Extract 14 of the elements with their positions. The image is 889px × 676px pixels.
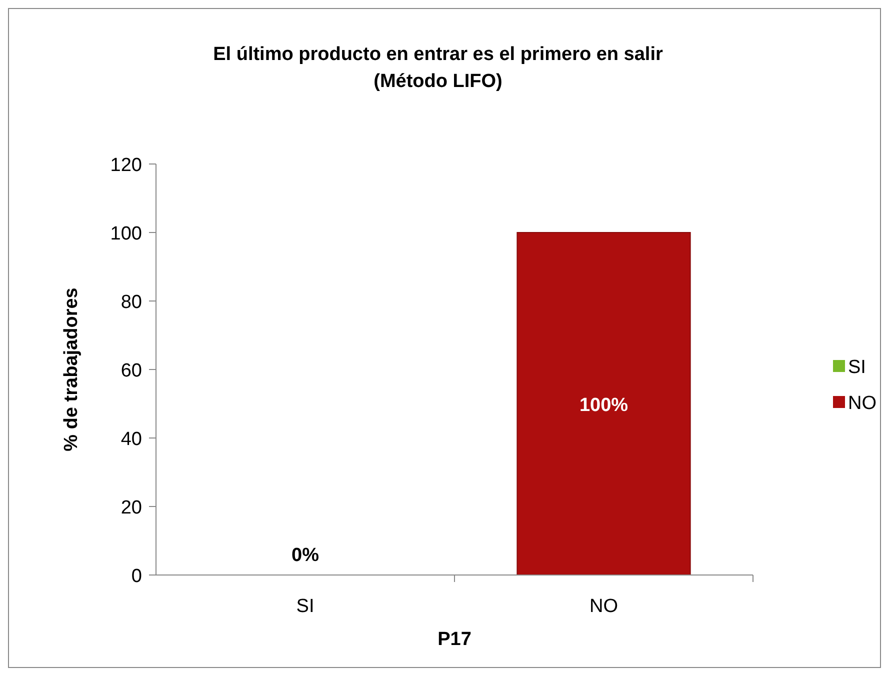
data-label: 100%: [579, 394, 628, 416]
chart-title: El último producto en entrar es el primero en salir (Método LIFO): [213, 44, 664, 92]
legend-label: SI: [848, 357, 866, 378]
y-tick-label: 40: [120, 429, 142, 450]
y-axis-title: % de trabajadores: [61, 288, 82, 452]
y-tick-label: 100: [110, 224, 142, 244]
x-axis-title: P17: [438, 629, 472, 650]
y-tick-label: 80: [120, 292, 142, 313]
y-tick-label: 20: [120, 498, 142, 518]
data-label: 0%: [292, 545, 320, 566]
y-tick-label: 0: [131, 566, 142, 587]
y-tick-label: 120: [110, 155, 142, 176]
legend-label: NO: [848, 393, 876, 414]
y-tick-label: 60: [120, 360, 142, 382]
